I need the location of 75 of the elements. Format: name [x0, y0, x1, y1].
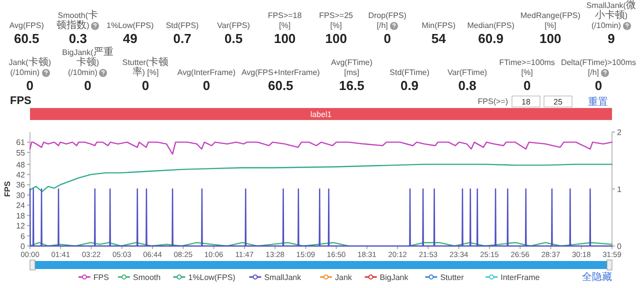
- text: 100: [538, 31, 562, 46]
- legend-label: BigJank: [380, 273, 410, 282]
- legend-label: 1%Low(FPS): [188, 273, 236, 282]
- text: FTime>=100ms [%]: [499, 58, 555, 77]
- text: 100: [272, 31, 297, 46]
- text: 60.5: [266, 78, 294, 93]
- text: Delta(FTime)>100ms [/h]: [560, 58, 636, 77]
- text: 9: [606, 31, 616, 46]
- legend-label: Smooth: [133, 273, 161, 282]
- text: Drop(FPS) [/h]: [368, 11, 406, 30]
- text: BigJank(严重卡顿) (/10min): [62, 47, 114, 77]
- text: MedRange(FPS)[%]: [520, 11, 580, 30]
- text: FPS>=18 [%]: [268, 11, 302, 30]
- text: 16.5: [338, 78, 366, 93]
- y-tick-label: 6: [20, 232, 26, 241]
- y-tick-label: 61: [16, 138, 26, 148]
- chart-title: FPS: [10, 95, 32, 107]
- legend-label: Jank: [335, 273, 353, 282]
- text: 100: [324, 31, 348, 46]
- text: Smooth(卡顿指数): [56, 10, 98, 31]
- text: 重置: [588, 96, 608, 108]
- y-axis-title: FPS: [3, 180, 12, 197]
- y-tick-label: 48: [16, 160, 26, 170]
- line-series: [29, 164, 613, 192]
- y-tick-label: 12: [16, 222, 26, 231]
- text: 0.7: [172, 31, 192, 46]
- text: Var(FTime): [448, 68, 488, 77]
- text: 25: [554, 98, 563, 106]
- text: Avg(FPS): [9, 21, 44, 30]
- text: Var(FPS): [217, 21, 250, 30]
- text: Jank(卡顿) (/10min): [8, 57, 52, 77]
- legend-label: Stutter: [440, 273, 464, 282]
- y-tick-label: 30: [16, 190, 26, 200]
- y-tick-label: 55: [16, 148, 26, 158]
- text: 0.8: [457, 78, 478, 93]
- text: 0: [83, 78, 92, 93]
- text: 0.3: [68, 31, 88, 46]
- y-tick-label: 42: [16, 170, 26, 180]
- text: Std(FPS): [166, 21, 199, 30]
- text: 49: [122, 31, 138, 46]
- text: SmallJank(微小卡顿) (/10min): [586, 0, 636, 30]
- text: Min(FPS): [422, 21, 456, 30]
- text: 60.5: [12, 31, 40, 46]
- text: 0: [522, 78, 532, 93]
- text: 1%Low(FPS): [106, 21, 154, 30]
- text: 0: [594, 78, 604, 93]
- text: 0.5: [224, 31, 244, 46]
- text: 全隐藏: [582, 271, 612, 283]
- text: Avg(InterFrame): [177, 68, 236, 77]
- y-tick-label: 0: [20, 242, 26, 251]
- line-series: [29, 142, 613, 155]
- legend-label: FPS: [93, 273, 109, 282]
- text: Stutter(卡顿率) [%]: [122, 57, 169, 78]
- text: Median(FPS): [467, 21, 514, 30]
- text: 54: [430, 31, 447, 46]
- text: FPS>=25 [%]: [319, 11, 353, 30]
- text: FPS(>=): [478, 97, 508, 106]
- y-tick-label: 18: [16, 211, 26, 220]
- text: label1: [310, 110, 332, 119]
- text: Std(FTime): [390, 68, 430, 77]
- text: 0: [140, 78, 150, 93]
- text: 18: [522, 98, 531, 106]
- legend-label: InterFrame: [500, 273, 540, 282]
- y2-tick-label: 2: [617, 128, 622, 137]
- legend-label: SmallJank: [264, 273, 302, 282]
- text: 60.9: [477, 31, 504, 46]
- y-tick-label: 24: [16, 201, 26, 210]
- y2-tick-label: 1: [617, 185, 622, 194]
- y-tick-label: 36: [16, 180, 26, 190]
- text: Avg(FPS+InterFrame): [241, 68, 320, 77]
- text: Avg(FTime) [ms]: [331, 58, 372, 77]
- text: 0: [382, 31, 392, 46]
- text: 0.9: [399, 78, 420, 93]
- text: 0: [202, 78, 212, 93]
- y2-tick-label: 0: [617, 242, 622, 251]
